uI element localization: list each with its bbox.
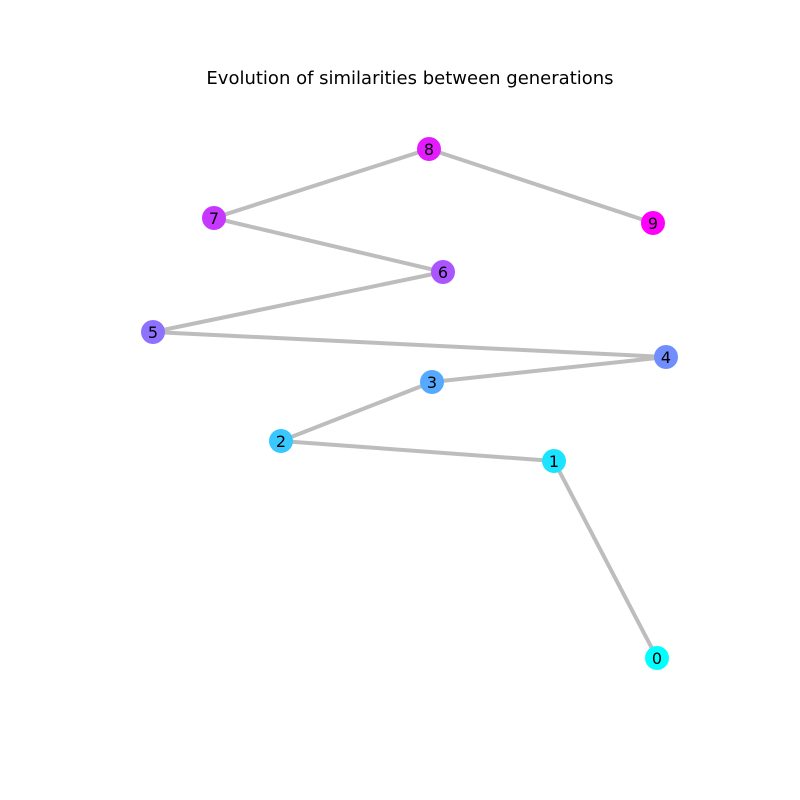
node-label-1: 1: [549, 452, 559, 471]
node-0: 0: [645, 646, 669, 670]
node-circle-8: [417, 137, 441, 161]
node-7: 7: [202, 206, 226, 230]
node-label-7: 7: [209, 209, 219, 228]
node-1: 1: [542, 449, 566, 473]
edge-6-7: [213, 216, 444, 274]
node-label-5: 5: [148, 323, 158, 342]
edge-2-3: [280, 380, 433, 443]
node-label-8: 8: [424, 140, 434, 159]
node-3: 3: [420, 370, 444, 394]
node-circle-5: [141, 320, 165, 344]
node-circle-6: [431, 260, 455, 284]
node-circle-1: [542, 449, 566, 473]
node-circle-0: [645, 646, 669, 670]
edge-8-9: [428, 147, 654, 225]
edge-3-4: [431, 355, 667, 384]
edges-layer: [152, 147, 667, 659]
node-label-9: 9: [648, 214, 658, 233]
node-circle-7: [202, 206, 226, 230]
node-circle-3: [420, 370, 444, 394]
node-9: 9: [641, 211, 665, 235]
edge-5-6: [152, 270, 444, 334]
node-label-2: 2: [276, 432, 286, 451]
node-label-3: 3: [427, 373, 437, 392]
node-circle-2: [269, 429, 293, 453]
node-label-0: 0: [652, 649, 662, 668]
edge-7-8: [213, 147, 430, 220]
node-4: 4: [654, 345, 678, 369]
edge-1-2: [280, 439, 555, 463]
node-circle-4: [654, 345, 678, 369]
node-2: 2: [269, 429, 293, 453]
edge-0-1: [552, 460, 659, 659]
node-6: 6: [431, 260, 455, 284]
node-circle-9: [641, 211, 665, 235]
chart-title: Evolution of similarities between genera…: [206, 68, 614, 89]
edge-4-5: [152, 330, 667, 359]
node-8: 8: [417, 137, 441, 161]
nodes-layer: 0 1 2 3 4 5 6 7 8 9: [141, 137, 678, 670]
node-5: 5: [141, 320, 165, 344]
node-label-4: 4: [661, 348, 671, 367]
node-label-6: 6: [438, 263, 448, 282]
